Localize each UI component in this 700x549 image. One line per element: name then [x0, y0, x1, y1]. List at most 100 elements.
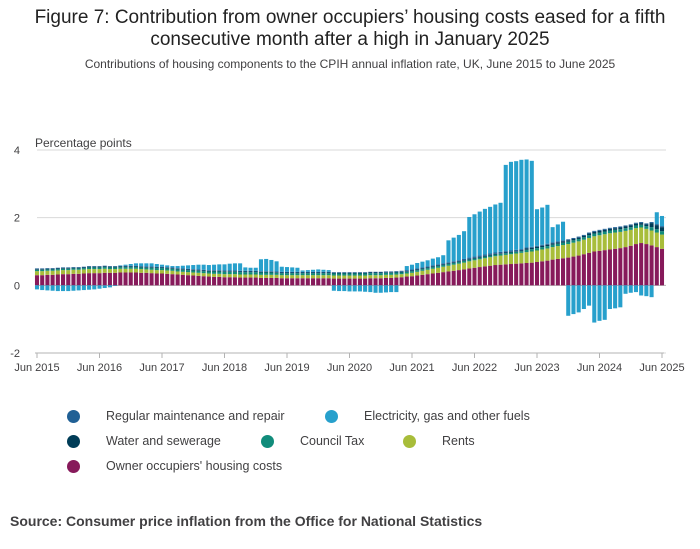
bar-segment — [87, 266, 92, 267]
bar-segment — [451, 270, 456, 286]
bar-segment — [300, 271, 305, 273]
bar-segment — [441, 266, 446, 273]
bar-segment — [654, 247, 659, 286]
bar-segment — [66, 285, 71, 292]
bar-segment — [201, 264, 206, 270]
bar-segment — [639, 223, 644, 225]
x-tick-label: Jun 2019 — [264, 362, 309, 374]
bar-segment — [597, 230, 602, 233]
bar-segment — [66, 270, 71, 275]
bar-segment — [81, 273, 86, 286]
bar-segment — [561, 240, 566, 242]
x-tick-label: Jun 2025 — [639, 362, 684, 374]
bar-segment — [581, 254, 586, 286]
bar-segment — [352, 272, 357, 273]
bar-segment — [456, 261, 461, 264]
bar-segment — [488, 206, 493, 254]
bar-segment — [415, 270, 420, 272]
bar-segment — [316, 275, 321, 279]
bar-segment — [311, 271, 316, 273]
bar-segment — [284, 275, 290, 279]
bar-segment — [404, 266, 409, 271]
bar-segment — [623, 226, 628, 229]
bar-segment — [623, 225, 628, 227]
bar-segment — [66, 268, 71, 271]
bar-segment — [529, 262, 534, 286]
bar-segment — [243, 270, 248, 272]
bar-segment — [258, 272, 263, 275]
bar-segment — [295, 278, 300, 286]
bar-segment — [639, 243, 644, 286]
bar-segment — [92, 273, 97, 286]
bar-segment — [248, 270, 253, 272]
bar-segment — [264, 271, 269, 272]
bar-segment — [45, 268, 50, 270]
bar-segment — [514, 251, 519, 252]
bar-segment — [644, 224, 649, 227]
bar-segment — [425, 274, 430, 286]
bar-segment — [534, 250, 540, 262]
bar-segment — [633, 228, 638, 245]
bar-segment — [337, 272, 342, 274]
bar-segment — [649, 223, 654, 228]
bar-segment — [186, 265, 191, 269]
bar-segment — [316, 269, 321, 272]
bar-segment — [540, 247, 545, 250]
bar-segment — [113, 269, 118, 273]
bar-segment — [217, 276, 222, 286]
bar-segment — [290, 267, 295, 272]
bar-segment — [524, 247, 529, 249]
bar-segment — [290, 271, 295, 273]
bar-segment — [524, 159, 529, 248]
bar-segment — [81, 267, 86, 269]
bar-segment — [331, 285, 336, 291]
bar-segment — [133, 268, 138, 273]
bar-segment — [363, 275, 368, 279]
bar-segment — [602, 250, 607, 286]
bar-segment — [639, 222, 644, 224]
bar-segment — [170, 267, 175, 269]
bar-segment — [363, 273, 368, 276]
bar-segment — [529, 247, 534, 250]
bar-segment — [81, 266, 86, 268]
bar-segment — [76, 273, 81, 286]
bar-segment — [212, 271, 217, 274]
bar-segment — [107, 267, 112, 270]
bar-segment — [477, 257, 482, 260]
bar-segment — [545, 260, 550, 286]
bar-segment — [555, 242, 560, 244]
bar-segment — [409, 272, 415, 277]
bar-segment — [394, 271, 399, 272]
bar-segment — [602, 234, 607, 251]
bar-segment — [71, 273, 76, 286]
bar-segment — [394, 272, 399, 275]
bar-segment — [165, 265, 170, 268]
bar-segment — [97, 285, 102, 289]
bar-segment — [633, 222, 638, 224]
bar-segment — [102, 265, 107, 267]
y-tick-label: -2 — [10, 348, 20, 360]
bar-segment — [446, 265, 451, 272]
bar-segment — [508, 254, 513, 265]
bar-segment — [123, 268, 128, 273]
bar-segment — [493, 204, 498, 253]
bar-segment — [165, 268, 170, 271]
bar-segment — [342, 285, 347, 292]
bar-segment — [337, 285, 342, 292]
bar-segment — [654, 232, 659, 248]
bar-segment — [383, 272, 388, 273]
bar-segment — [232, 277, 237, 286]
bar-segment — [40, 268, 45, 270]
bar-segment — [602, 228, 607, 230]
bar-segment — [196, 272, 201, 276]
bar-segment — [170, 270, 175, 275]
bar-segment — [284, 273, 290, 276]
bar-segment — [540, 249, 545, 262]
bar-segment — [305, 270, 310, 272]
bar-segment — [159, 264, 165, 267]
bar-segment — [102, 267, 107, 269]
x-tick-label: Jun 2023 — [514, 362, 559, 374]
bar-segment — [81, 285, 86, 291]
bar-segment — [394, 285, 399, 293]
bar-segment — [128, 272, 133, 286]
